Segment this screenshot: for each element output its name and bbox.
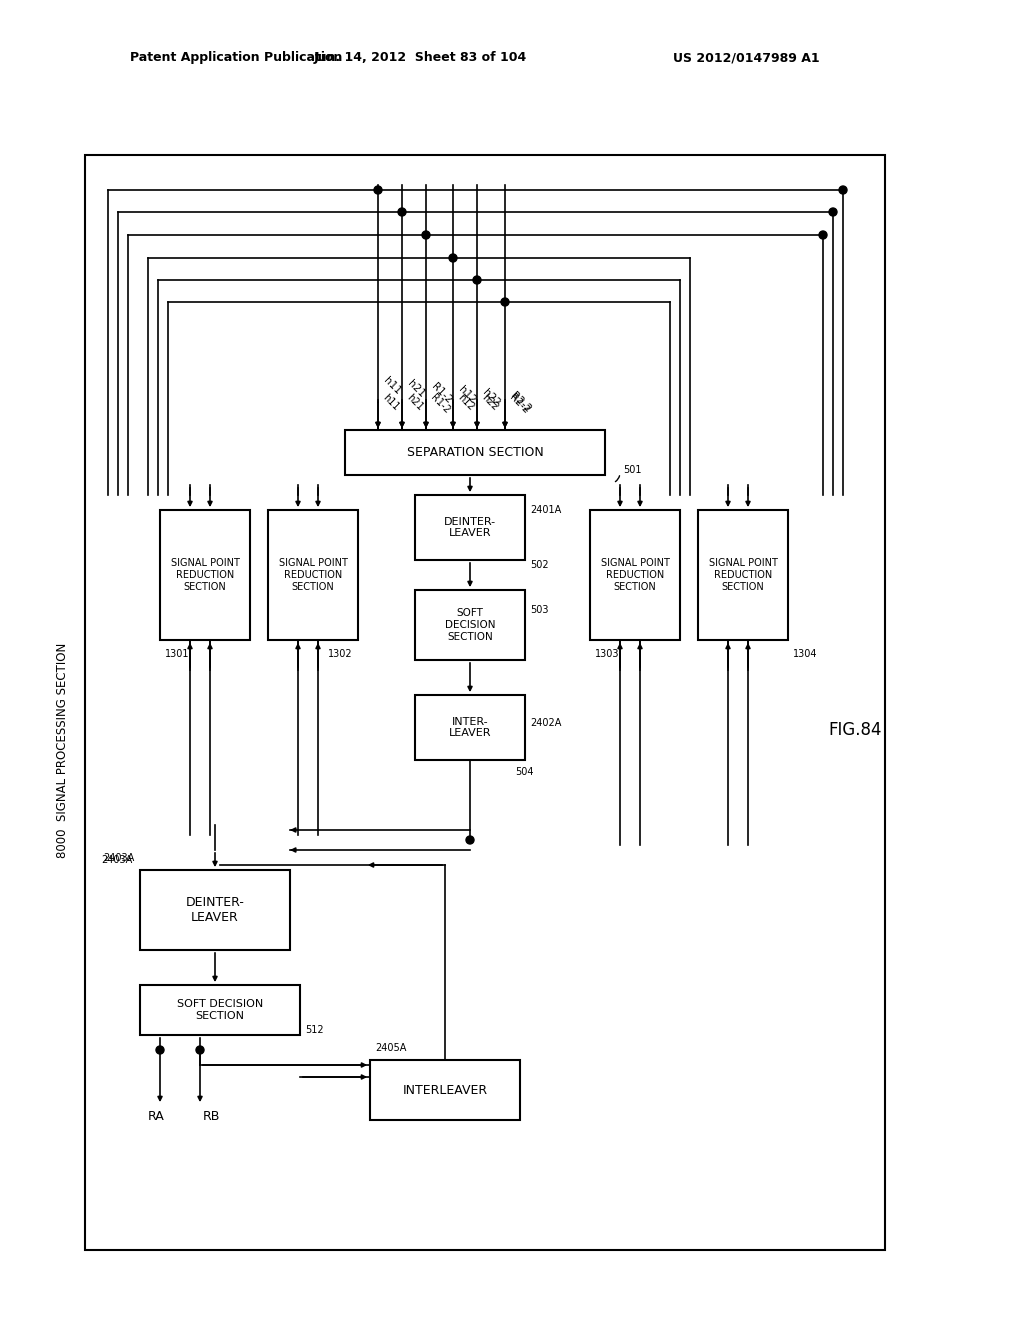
Text: h21: h21 xyxy=(406,378,427,399)
Text: RB: RB xyxy=(203,1110,220,1123)
Text: INTERLEAVER: INTERLEAVER xyxy=(402,1084,487,1097)
Circle shape xyxy=(398,209,406,216)
Text: SIGNAL POINT
REDUCTION
SECTION: SIGNAL POINT REDUCTION SECTION xyxy=(600,558,670,591)
Text: R1-2: R1-2 xyxy=(430,381,454,405)
Text: 8000  SIGNAL PROCESSING SECTION: 8000 SIGNAL PROCESSING SECTION xyxy=(55,643,69,858)
Text: 1302: 1302 xyxy=(329,649,353,659)
Text: 2402A: 2402A xyxy=(530,718,561,727)
Text: DEINTER-
LEAVER: DEINTER- LEAVER xyxy=(444,516,496,539)
Text: Jun. 14, 2012  Sheet 83 of 104: Jun. 14, 2012 Sheet 83 of 104 xyxy=(313,51,526,65)
Bar xyxy=(140,985,300,1035)
Circle shape xyxy=(819,231,827,239)
Text: R2-2: R2-2 xyxy=(509,389,534,414)
Bar xyxy=(160,510,250,640)
Circle shape xyxy=(449,253,457,261)
Text: h11: h11 xyxy=(381,392,401,412)
Text: FIG.84: FIG.84 xyxy=(828,721,882,739)
Bar xyxy=(590,510,680,640)
Text: 504: 504 xyxy=(515,767,534,777)
Text: h11: h11 xyxy=(382,375,403,396)
Circle shape xyxy=(501,298,509,306)
Text: 2401A: 2401A xyxy=(530,506,561,515)
Text: Patent Application Publication: Patent Application Publication xyxy=(130,51,342,65)
Text: 2403A: 2403A xyxy=(103,853,135,863)
Text: h22: h22 xyxy=(480,392,501,412)
Bar xyxy=(415,495,525,560)
Circle shape xyxy=(839,186,847,194)
Circle shape xyxy=(466,836,474,843)
Text: 1301: 1301 xyxy=(165,649,189,659)
Text: h12: h12 xyxy=(457,384,478,405)
Text: 1303: 1303 xyxy=(595,649,620,659)
Circle shape xyxy=(196,1045,204,1053)
Bar xyxy=(415,696,525,760)
Bar xyxy=(415,590,525,660)
Text: 512: 512 xyxy=(305,1026,324,1035)
Text: 2403A: 2403A xyxy=(100,855,132,865)
Circle shape xyxy=(422,231,430,239)
Text: INTER-
LEAVER: INTER- LEAVER xyxy=(449,717,492,738)
Text: US 2012/0147989 A1: US 2012/0147989 A1 xyxy=(674,51,820,65)
Circle shape xyxy=(156,1045,164,1053)
Text: 501: 501 xyxy=(623,465,641,475)
Text: DEINTER-
LEAVER: DEINTER- LEAVER xyxy=(185,896,245,924)
Text: SIGNAL POINT
REDUCTION
SECTION: SIGNAL POINT REDUCTION SECTION xyxy=(279,558,347,591)
Text: SEPARATION SECTION: SEPARATION SECTION xyxy=(407,446,544,459)
Text: RA: RA xyxy=(148,1110,165,1123)
Circle shape xyxy=(829,209,837,216)
Text: SIGNAL POINT
REDUCTION
SECTION: SIGNAL POINT REDUCTION SECTION xyxy=(171,558,240,591)
Text: SOFT DECISION
SECTION: SOFT DECISION SECTION xyxy=(177,999,263,1020)
Text: SOFT
DECISION
SECTION: SOFT DECISION SECTION xyxy=(444,609,496,642)
Text: SIGNAL POINT
REDUCTION
SECTION: SIGNAL POINT REDUCTION SECTION xyxy=(709,558,777,591)
Text: h22: h22 xyxy=(481,387,502,408)
Bar xyxy=(268,510,358,640)
Bar xyxy=(345,430,605,475)
Text: 503: 503 xyxy=(530,605,549,615)
Bar xyxy=(698,510,788,640)
Circle shape xyxy=(374,186,382,194)
Text: h21: h21 xyxy=(406,392,425,412)
Bar xyxy=(370,1060,520,1119)
Text: 2405A: 2405A xyxy=(375,1043,407,1053)
Text: R2-2: R2-2 xyxy=(508,392,531,416)
Text: R1-2: R1-2 xyxy=(429,392,453,416)
Text: 1304: 1304 xyxy=(793,649,817,659)
Bar xyxy=(85,154,885,1250)
Circle shape xyxy=(473,276,481,284)
Text: 502: 502 xyxy=(530,560,549,570)
Bar xyxy=(140,870,290,950)
Text: h12: h12 xyxy=(456,392,476,412)
